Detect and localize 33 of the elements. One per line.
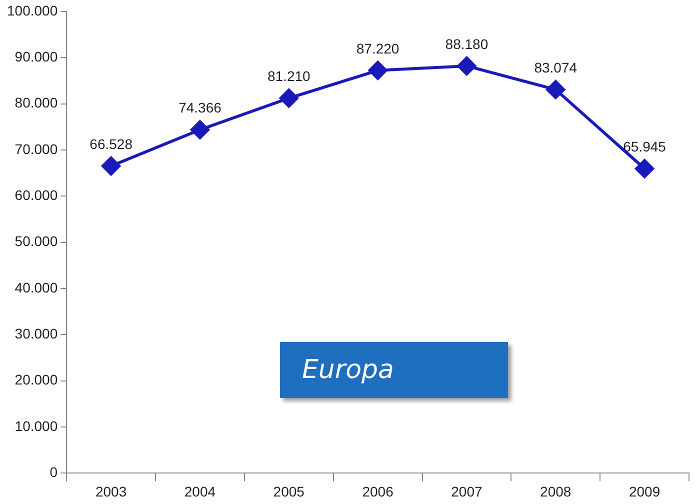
x-tick-label: 2005 xyxy=(273,483,305,500)
y-tick-label: 100.000 xyxy=(6,2,58,18)
y-tick-label: 80.000 xyxy=(14,94,58,111)
x-tick-label: 2009 xyxy=(628,483,660,500)
x-tick-label: 2006 xyxy=(362,483,394,500)
x-tick-label: 2007 xyxy=(451,483,482,500)
x-tick-label: 2008 xyxy=(540,483,572,500)
annotation: Europa xyxy=(302,355,394,385)
point xyxy=(457,56,476,76)
point xyxy=(102,156,121,176)
x-tick-label: 2003 xyxy=(95,483,127,500)
y-tick-label: 60.000 xyxy=(14,186,58,203)
data-label: 74.366 xyxy=(178,100,222,116)
y-tick-label: 10.000 xyxy=(14,418,58,434)
x-tick-label: 2004 xyxy=(184,483,216,500)
y-tick-label: 30.000 xyxy=(14,326,58,342)
point xyxy=(635,159,654,178)
y-tick-label: 20.000 xyxy=(14,372,58,388)
data-label: 83.074 xyxy=(534,59,578,76)
y-tick-label: 70.000 xyxy=(14,140,58,157)
data-label: 81.210 xyxy=(267,68,311,84)
y-tick-label: 90.000 xyxy=(14,48,58,64)
data-label: 65.945 xyxy=(623,138,666,155)
y-tick-label: 0 xyxy=(50,464,58,480)
point xyxy=(368,60,388,80)
y-tick-label: 40.000 xyxy=(14,279,58,296)
data-label: 88.180 xyxy=(445,36,488,52)
y-tick-label: 50.000 xyxy=(14,233,58,250)
point xyxy=(190,120,210,140)
data-label: 87.220 xyxy=(356,40,400,56)
point xyxy=(546,80,566,100)
data-label: 66.528 xyxy=(90,136,133,152)
point xyxy=(279,88,298,108)
